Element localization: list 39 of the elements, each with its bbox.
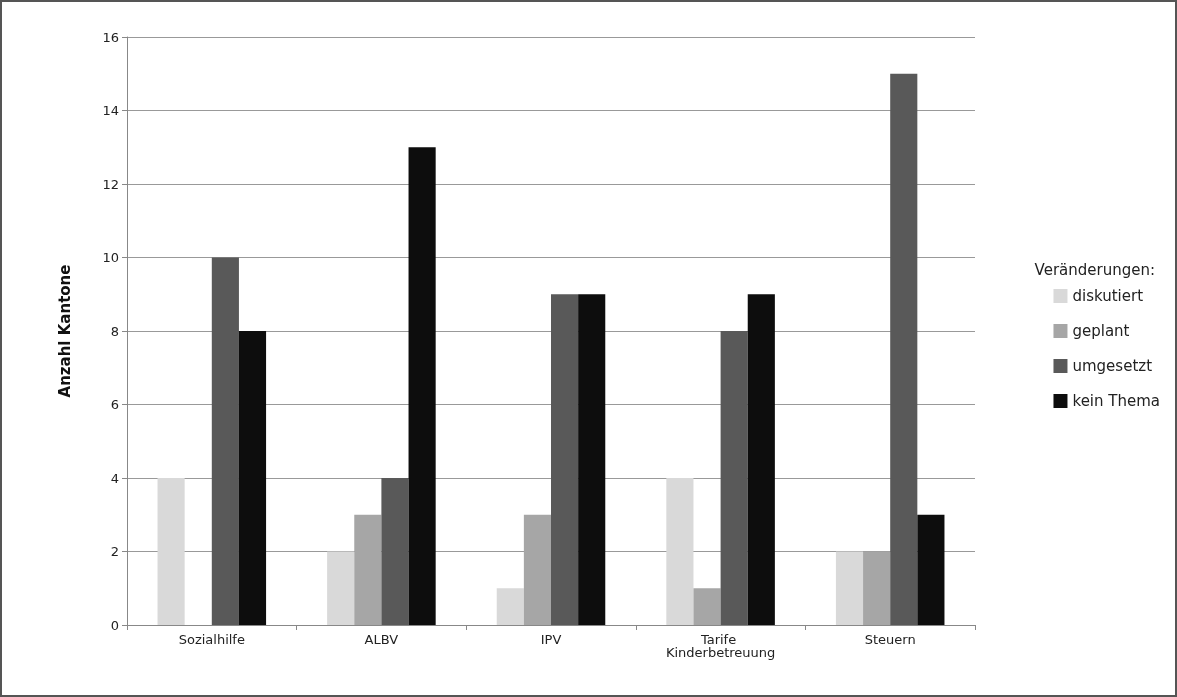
bar [720,331,748,625]
bar [354,514,382,625]
x-tick-label: Tarife Kinderbetreuung [665,632,776,660]
bar [578,294,606,625]
bar [157,478,185,625]
y-tick-label: 4 [110,470,119,486]
bar [917,514,945,625]
y-tick-label: 2 [110,544,119,559]
bar [890,73,918,625]
bar [496,588,524,625]
bar [551,294,579,625]
y-tick-label: 8 [110,323,119,339]
bar [863,551,891,625]
bar [835,551,864,625]
x-tick-label: ALBV [364,632,399,647]
x-tick-label: IPV [540,632,562,647]
bar [238,331,267,625]
legend-label: geplant [1072,322,1130,340]
y-tick-label: 10 [102,250,119,265]
bar [693,588,721,625]
legend-title: Veränderungen: [1034,260,1156,279]
x-tick-label: Sozialhilfe [178,632,245,647]
bar [327,551,355,625]
y-tick-label: 16 [102,29,119,45]
legend-label: diskutiert [1072,287,1144,305]
bar [381,478,409,625]
legend-label: umgesetzt [1072,357,1153,375]
x-tick-label: Steuern [864,632,916,647]
y-tick-label: 12 [102,176,119,192]
bar [747,294,775,625]
bar [211,257,239,625]
bar [523,514,551,625]
bar [666,478,694,625]
bar [408,147,436,625]
y-tick-label: 14 [102,103,119,118]
y-tick-label: 0 [110,617,119,633]
legend-label: kein Thema [1072,392,1161,410]
y-tick-label: 6 [110,397,119,412]
y-axis-title: Anzahl Kantone [55,264,74,398]
